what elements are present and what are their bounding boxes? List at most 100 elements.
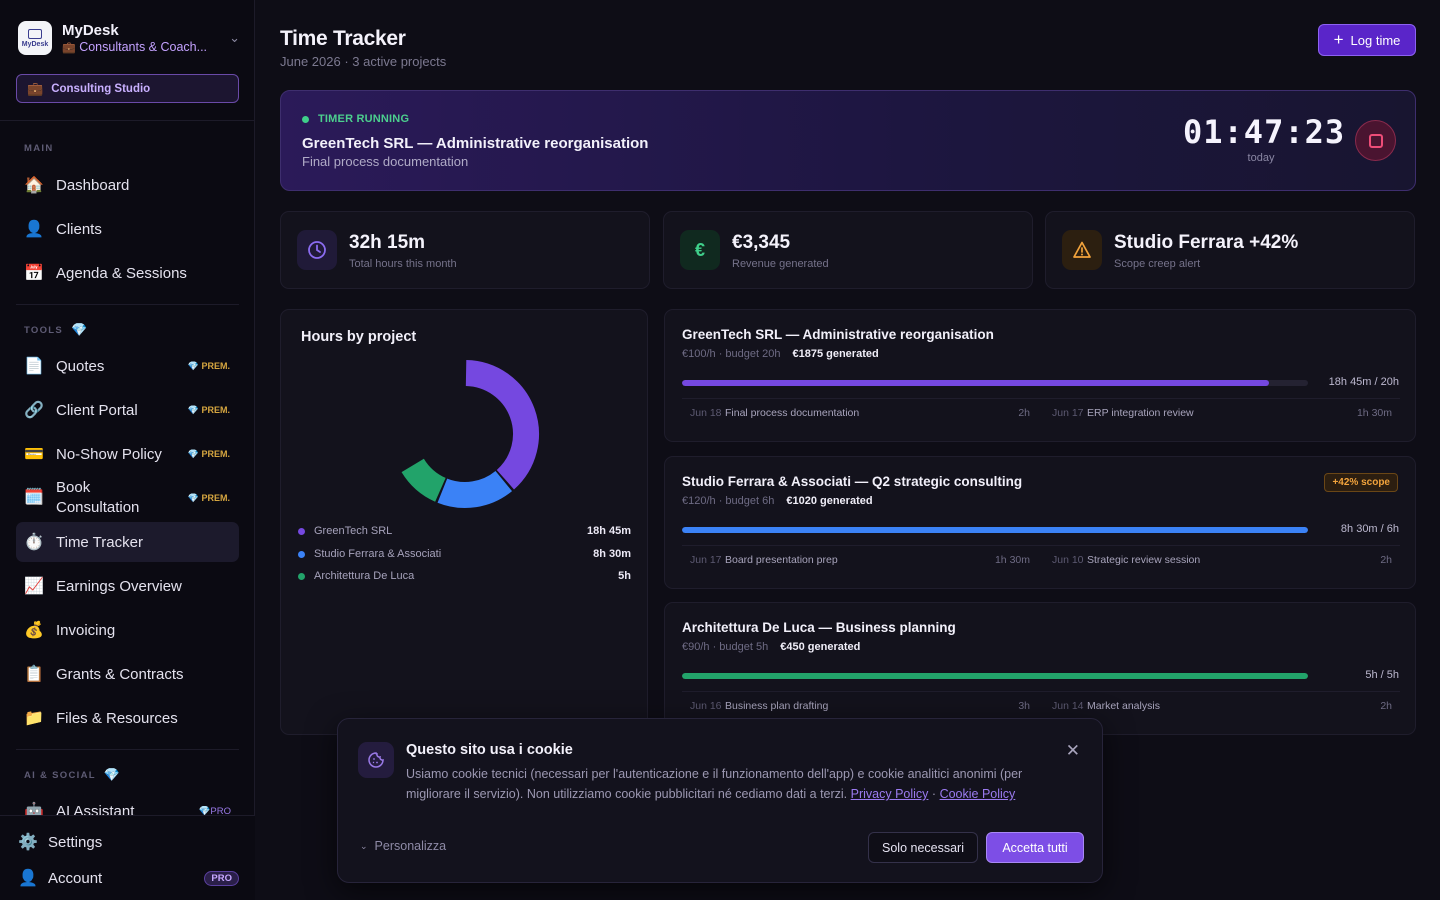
time-entry[interactable]: Jun 16 Business plan drafting 3h bbox=[690, 700, 1030, 712]
project-card[interactable]: Studio Ferrara & Associati — Q2 strategi… bbox=[664, 456, 1416, 589]
card-title: Hours by project bbox=[301, 329, 417, 345]
sidebar-item-no-show-policy[interactable]: 💳 No-Show Policy 💎 PREM. bbox=[16, 434, 239, 474]
cookie-icon bbox=[358, 742, 394, 778]
sidebar-item-invoicing[interactable]: 💰 Invoicing bbox=[16, 610, 239, 650]
budget-progress-bar bbox=[682, 527, 1308, 533]
section-label-ai-social: AI & SOCIAL 💎 bbox=[24, 767, 122, 782]
workspace-name: Consultants & Coach... bbox=[79, 40, 208, 54]
sidebar-item-dashboard[interactable]: 🏠 Dashboard bbox=[16, 165, 239, 205]
settings-link[interactable]: ⚙️ Settings bbox=[18, 832, 239, 852]
privacy-policy-link[interactable]: Privacy Policy bbox=[850, 787, 929, 801]
pro-badge: 💎PRO bbox=[198, 805, 231, 817]
sidebar-item-quotes[interactable]: 📄 Quotes 💎 PREM. bbox=[16, 346, 239, 386]
house-icon: 🏠 bbox=[24, 177, 44, 194]
budget-progress-bar bbox=[682, 380, 1308, 386]
plus-icon: + bbox=[1333, 30, 1344, 49]
budget-progress-text: 5h / 5h bbox=[1365, 669, 1399, 681]
account-link[interactable]: 👤 Account PRO bbox=[18, 868, 239, 888]
stop-icon bbox=[1368, 133, 1383, 148]
log-time-button[interactable]: + Log time bbox=[1318, 24, 1416, 56]
stat-value: 32h 15m bbox=[349, 232, 426, 253]
sidebar: MyDesk MyDesk 💼 Consultants & Coach... ⌄… bbox=[0, 0, 255, 900]
calendar-icon: 📅 bbox=[24, 265, 44, 282]
gear-icon: ⚙️ bbox=[18, 834, 38, 851]
divider bbox=[16, 749, 239, 750]
euro-icon: € bbox=[680, 230, 720, 270]
stat-label: Total hours this month bbox=[349, 258, 457, 270]
settings-label: Settings bbox=[48, 833, 103, 851]
chevron-down-icon[interactable]: ⌄ bbox=[229, 30, 240, 45]
sidebar-item-time-tracker[interactable]: ⏱️ Time Tracker bbox=[16, 522, 239, 562]
donut-slice-greentech-srl bbox=[465, 360, 539, 490]
close-icon[interactable]: ✕ bbox=[1065, 741, 1080, 760]
donut-slice-architettura-de-luca bbox=[401, 458, 447, 502]
sidebar-item-label: Client Portal bbox=[56, 401, 138, 419]
stat-label: Revenue generated bbox=[732, 258, 829, 270]
cookie-title: Questo sito usa i cookie bbox=[406, 742, 573, 758]
credit-card-icon: 💳 bbox=[24, 446, 44, 463]
clipboard-icon: 📋 bbox=[24, 666, 44, 683]
timer-task: Final process documentation bbox=[302, 154, 469, 169]
project-name: GreenTech SRL — Administrative reorganis… bbox=[682, 327, 994, 342]
user-icon: 👤 bbox=[18, 870, 38, 887]
cookie-consent-dialog: Questo sito usa i cookie Usiamo cookie t… bbox=[337, 718, 1103, 883]
budget-progress-text: 8h 30m / 6h bbox=[1340, 523, 1399, 535]
legend-dot bbox=[298, 572, 305, 580]
project-name: Studio Ferrara & Associati — Q2 strategi… bbox=[682, 474, 1023, 489]
running-timer-panel: TIMER RUNNING GreenTech SRL — Administra… bbox=[280, 90, 1416, 191]
gem-icon: 💎 bbox=[103, 767, 122, 782]
calendar-book-icon: 🗓️ bbox=[24, 489, 44, 506]
warning-icon bbox=[1062, 230, 1102, 270]
timer-elapsed: 01:47:23 bbox=[1183, 113, 1346, 151]
customize-toggle[interactable]: ⌄ Personalizza bbox=[360, 839, 447, 853]
project-meta: €90/h · budget 5h €450 generated bbox=[682, 641, 861, 653]
time-entry[interactable]: Jun 10 Strategic review session 2h bbox=[1052, 554, 1392, 566]
sidebar-item-agenda[interactable]: 📅 Agenda & Sessions bbox=[16, 253, 239, 293]
time-entry[interactable]: Jun 14 Market analysis 2h bbox=[1052, 700, 1392, 712]
necessary-only-button[interactable]: Solo necessari bbox=[868, 832, 978, 863]
time-entry[interactable]: Jun 17 ERP integration review 1h 30m bbox=[1052, 407, 1392, 419]
page-subtitle: June 2026 · 3 active projects bbox=[280, 54, 447, 69]
hours-by-project-card: Hours by project GreenTech SRL 18h 45m St… bbox=[280, 309, 648, 735]
project-meta: €100/h · budget 20h €1875 generated bbox=[682, 348, 879, 360]
money-bag-icon: 💰 bbox=[24, 622, 44, 639]
sidebar-item-label: No-Show Policy bbox=[56, 445, 162, 463]
cookie-policy-link[interactable]: Cookie Policy bbox=[939, 787, 1016, 801]
accept-all-button[interactable]: Accetta tutti bbox=[986, 832, 1084, 863]
studio-label: Consulting Studio bbox=[51, 82, 151, 95]
sidebar-item-label: Agenda & Sessions bbox=[56, 264, 187, 282]
chevron-down-icon: ⌄ bbox=[360, 840, 368, 851]
stopwatch-icon: ⏱️ bbox=[24, 534, 44, 551]
sidebar-footer: ⚙️ Settings 👤 Account PRO bbox=[0, 815, 255, 900]
sidebar-item-client-portal[interactable]: 🔗 Client Portal 💎 PREM. bbox=[16, 390, 239, 430]
sidebar-item-earnings-overview[interactable]: 📈 Earnings Overview bbox=[16, 566, 239, 606]
gem-icon: 💎 bbox=[71, 322, 89, 337]
stop-timer-button[interactable] bbox=[1355, 120, 1396, 161]
sidebar-item-label: Earnings Overview bbox=[56, 577, 182, 595]
premium-badge: 💎 PREM. bbox=[187, 448, 230, 459]
stat-value: €3,345 bbox=[732, 232, 791, 253]
project-card[interactable]: Architettura De Luca — Business planning… bbox=[664, 602, 1416, 735]
section-label-tools: TOOLS 💎 bbox=[24, 322, 89, 337]
sidebar-item-clients[interactable]: 👤 Clients bbox=[16, 209, 239, 249]
time-entry[interactable]: Jun 18 Final process documentation 2h bbox=[690, 407, 1030, 419]
stat-label: Scope creep alert bbox=[1114, 258, 1201, 270]
timer-project: GreenTech SRL — Administrative reorganis… bbox=[302, 135, 649, 152]
hours-donut-chart bbox=[401, 360, 539, 508]
stat-card-revenue: € €3,345 Revenue generated bbox=[663, 211, 1033, 289]
sidebar-item-book-consultation[interactable]: 🗓️ Book Consultation 💎 PREM. bbox=[16, 478, 239, 518]
studio-selector[interactable]: 💼 Consulting Studio bbox=[16, 74, 239, 103]
sidebar-item-grants-contracts[interactable]: 📋 Grants & Contracts bbox=[16, 654, 239, 694]
sidebar-item-label: Book Consultation bbox=[56, 479, 140, 516]
user-icon: 👤 bbox=[24, 221, 44, 238]
workspace-switcher[interactable]: MyDesk MyDesk 💼 Consultants & Coach... ⌄ bbox=[18, 18, 240, 58]
page-title: Time Tracker bbox=[280, 27, 406, 50]
project-card[interactable]: GreenTech SRL — Administrative reorganis… bbox=[664, 309, 1416, 442]
time-entry[interactable]: Jun 17 Board presentation prep 1h 30m bbox=[690, 554, 1030, 566]
briefcase-icon: 💼 bbox=[62, 42, 76, 54]
sidebar-item-files-resources[interactable]: 📁 Files & Resources bbox=[16, 698, 239, 738]
stat-card-scope-alert: Studio Ferrara +42% Scope creep alert bbox=[1045, 211, 1415, 289]
folder-icon: 📁 bbox=[24, 710, 44, 727]
app-logo: MyDesk bbox=[18, 21, 52, 55]
sidebar-item-label: Quotes bbox=[56, 357, 105, 375]
